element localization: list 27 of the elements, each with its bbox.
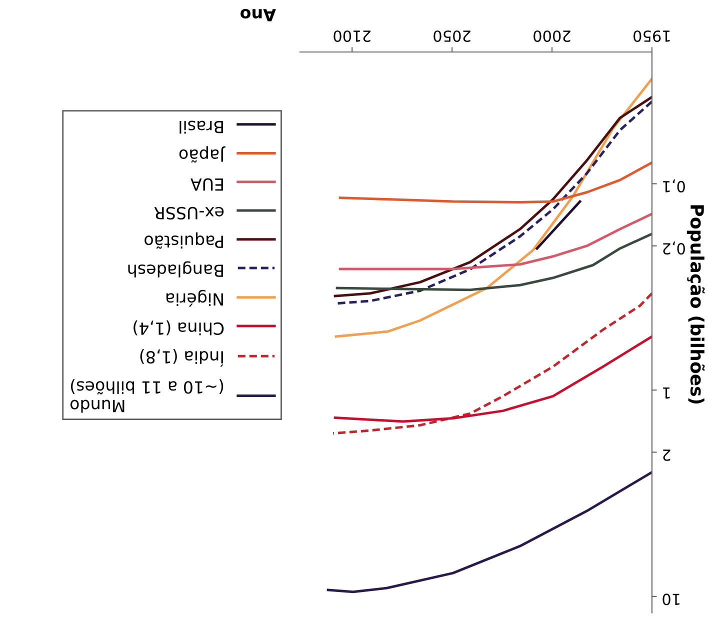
y-tick-label: 0,1 xyxy=(663,179,685,192)
legend-label: EUA xyxy=(190,178,223,191)
legend-label: China (1,4) xyxy=(134,320,224,336)
legend-label: Brasil xyxy=(180,120,223,134)
y-tick-label: 2 xyxy=(663,450,670,461)
x-tick-label: 2050 xyxy=(434,30,470,42)
y-tick-label: 10 xyxy=(662,594,680,606)
line-series xyxy=(326,470,652,594)
legend-label: Nigéria xyxy=(166,290,223,307)
x-axis-title: Ano xyxy=(240,8,276,22)
y-tick-label: 0,2 xyxy=(663,241,685,255)
x-tick-label: 1950 xyxy=(634,30,670,42)
x-tick-label: 2100 xyxy=(334,30,370,42)
line-series xyxy=(334,335,652,423)
legend-label: Bangladesh xyxy=(128,261,223,278)
line-series xyxy=(336,232,652,292)
line-series xyxy=(338,212,652,270)
legend-label: Mundo (~10 a 11 bilhões) xyxy=(70,379,224,413)
line-series xyxy=(332,292,652,435)
legend-label: Paquistão xyxy=(144,232,223,249)
x-tick-label: 2000 xyxy=(534,30,570,42)
y-axis-title: População (bilhões) xyxy=(686,205,705,404)
legend-label: Índia (1,8) xyxy=(140,349,224,367)
y-tick-label: 1 xyxy=(663,387,670,399)
line-series xyxy=(338,161,652,204)
legend-label: ex-USSR xyxy=(154,206,224,220)
legend-label: Japão xyxy=(179,146,226,163)
